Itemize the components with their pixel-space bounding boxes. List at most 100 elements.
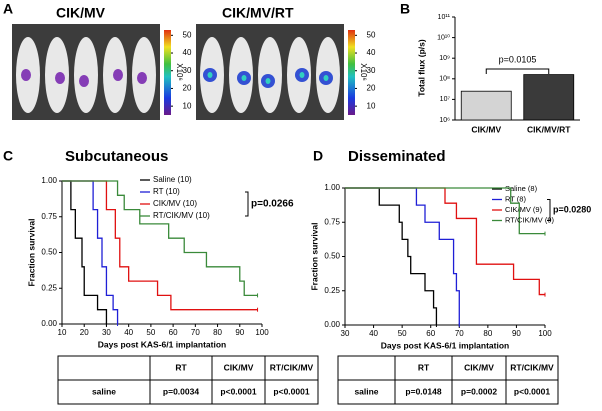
colorbar-tick-label: 40	[367, 48, 376, 57]
image-label: CIK/MV/RT	[222, 5, 294, 21]
y-axis-label: Total flux (p/s)	[416, 39, 426, 97]
x-tick-label: 20	[80, 328, 89, 337]
x-axis-label: Days post KAS-6/1 implantation	[98, 339, 226, 349]
y-tick-label: 0.25	[324, 286, 340, 295]
y-axis-label: Fraction survival	[309, 222, 319, 290]
colorbar-tick-label: 50	[183, 30, 192, 39]
legend-label: RT/CIK/MV (9)	[505, 215, 555, 224]
legend-label: CIK/MV (9)	[505, 205, 543, 214]
x-tick-label: 80	[213, 328, 222, 337]
image-label: CIK/MV	[56, 5, 106, 21]
table-header: CIK/MV	[224, 362, 254, 372]
legend-label: RT (10)	[153, 187, 180, 196]
table-cell: p=0.0034	[163, 386, 199, 396]
y-tick-label: 0.75	[41, 212, 57, 221]
x-tick-label: 40	[124, 328, 133, 337]
x-tick-label: CIK/MV/RT	[527, 124, 571, 134]
bar	[460, 90, 512, 121]
survival-curve	[62, 180, 119, 324]
colorbar-tick-label: 10	[183, 101, 192, 110]
y-tick-label: 0.00	[41, 319, 57, 328]
signal-core	[207, 72, 213, 78]
y-tick-label: 10¹⁰	[437, 33, 450, 41]
survival-curve	[345, 187, 545, 296]
y-tick-label: 10⁸	[439, 76, 450, 83]
table-cell: p=0.0002	[461, 386, 497, 396]
signal	[55, 72, 65, 84]
mouse	[74, 37, 98, 113]
panel-letter: D	[313, 148, 323, 164]
signal-core	[323, 75, 329, 81]
survival-curve	[62, 180, 108, 324]
y-tick-label: 10⁹	[439, 55, 450, 62]
y-tick-label: 0.50	[324, 252, 340, 261]
signal	[79, 75, 89, 87]
colorbar-tick-label: 10	[367, 101, 376, 110]
table-header: RT	[418, 362, 430, 372]
x-tick-label: 60	[426, 329, 435, 338]
y-tick-label: 10⁷	[440, 96, 451, 103]
table-cell: saline	[92, 386, 116, 396]
survival-curve	[345, 187, 545, 235]
bioluminescence-images	[12, 24, 355, 120]
panel-letter: C	[3, 148, 13, 164]
table-header: RT/CIK/MV	[510, 362, 554, 372]
colorbar-tick-label: 30	[183, 66, 192, 75]
survival-curve	[62, 180, 258, 311]
signal	[137, 72, 147, 84]
significance-bracket	[485, 68, 550, 74]
signal-core	[265, 78, 271, 84]
x-tick-label: 100	[538, 329, 552, 338]
x-tick-label: 50	[398, 329, 407, 338]
y-tick-label: 0.25	[41, 283, 57, 292]
bar	[523, 74, 575, 121]
significance-bracket	[547, 199, 551, 221]
panel-letter: B	[400, 1, 410, 17]
table-header: RT/CIK/MV	[270, 362, 314, 372]
table-cell: p<0.0001	[220, 386, 256, 396]
table-header: CIK/MV	[464, 362, 494, 372]
signal	[113, 69, 123, 81]
y-tick-label: 1.00	[324, 183, 340, 192]
x-tick-label: 30	[341, 329, 350, 338]
signal-core	[241, 75, 247, 81]
table-cell: p<0.0001	[273, 386, 309, 396]
chart-title: Subcutaneous	[65, 148, 168, 165]
y-tick-label: 10⁶	[439, 117, 450, 124]
survival-curve	[62, 180, 258, 297]
legend-label: RT/CIK/MV (10)	[153, 211, 210, 220]
colorbar-tick-label: 50	[367, 30, 376, 39]
y-axis-label: Fraction survival	[26, 218, 36, 286]
significance-bracket	[245, 191, 249, 217]
panel-letter: A	[3, 1, 13, 17]
signal-core	[299, 72, 305, 78]
survival-curve	[345, 187, 438, 325]
chart-title: Disseminated	[348, 148, 446, 165]
colorbar-tick-label: 20	[367, 84, 376, 93]
annotation: p=0.0105	[499, 54, 537, 64]
x-tick-label: 30	[102, 328, 111, 337]
annotation: p=0.0266	[251, 199, 294, 210]
legend-label: RT (8)	[505, 194, 526, 203]
legend-label: Saline (8)	[505, 184, 538, 193]
x-tick-label: 50	[146, 328, 155, 337]
x-tick-label: 100	[255, 328, 269, 337]
colorbar-tick-label: 30	[367, 66, 376, 75]
table-header: RT	[175, 362, 187, 372]
table-cell: saline	[354, 386, 378, 396]
colorbar-tick-label: 40	[183, 48, 192, 57]
x-tick-label: 40	[369, 329, 378, 338]
colorbar	[164, 30, 171, 115]
colorbar	[348, 30, 355, 115]
y-tick-label: 0.50	[41, 248, 57, 257]
x-tick-label: 70	[191, 328, 200, 337]
survival-curve	[345, 187, 460, 325]
table-cell: p=0.0148	[405, 386, 441, 396]
y-tick-label: 0.75	[324, 217, 340, 226]
signal	[21, 69, 31, 81]
x-tick-label: 80	[483, 329, 492, 338]
legend-label: CIK/MV (10)	[153, 199, 197, 208]
x-tick-label: 10	[58, 328, 67, 337]
colorbar-tick-label: 20	[183, 84, 192, 93]
